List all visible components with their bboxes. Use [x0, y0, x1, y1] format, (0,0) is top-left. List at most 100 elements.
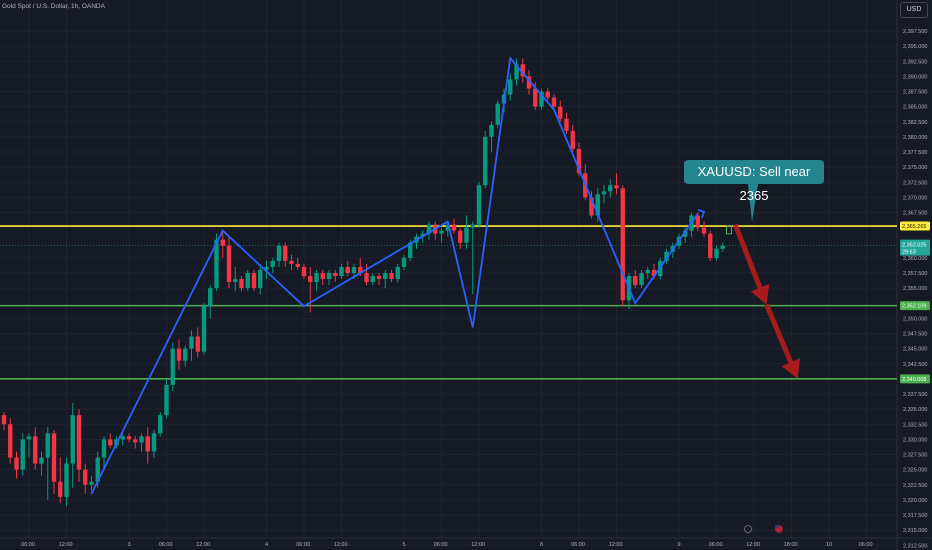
y-tick-label: 2,380.000 [903, 135, 927, 141]
candle-body [645, 269, 650, 273]
candle-body [695, 215, 700, 228]
level-tag-label: 2,365.265 [902, 224, 926, 230]
candle-body [289, 260, 294, 264]
x-tick-label: 12:00 [609, 542, 623, 548]
candle-body [64, 463, 69, 497]
y-tick-label: 2,372.500 [903, 180, 927, 186]
candle-body [120, 436, 125, 440]
candle-body [589, 197, 594, 216]
candle-body [533, 88, 538, 107]
candle-body [14, 457, 19, 470]
x-tick-label: 12:00 [59, 542, 73, 548]
x-tick-label: 06:00 [571, 542, 585, 548]
y-tick-label: 2,345.000 [903, 347, 927, 353]
candle-body [183, 348, 188, 361]
x-tick-label: 06:00 [709, 542, 723, 548]
candle-body [545, 91, 550, 98]
candle-body [358, 266, 363, 273]
y-tick-label: 2,385.000 [903, 105, 927, 111]
candle-body [8, 424, 13, 458]
candle-body [383, 273, 388, 280]
candle-body [364, 273, 369, 283]
candle-body [126, 436, 132, 440]
candle-body [270, 260, 275, 267]
candle-body [70, 415, 75, 464]
currency-button[interactable]: USD [900, 2, 928, 18]
candle-body [158, 415, 163, 434]
candle-body [614, 185, 619, 189]
candle-body [233, 279, 238, 283]
candle-body [608, 185, 613, 192]
candle-body [570, 130, 575, 149]
x-tick-label: 06:00 [296, 542, 310, 548]
candle-body [83, 469, 88, 485]
candle-body [445, 224, 450, 231]
candle-body [151, 433, 157, 452]
y-tick-label: 2,332.500 [903, 422, 927, 428]
y-tick-label: 2,317.500 [903, 513, 927, 519]
y-tick-label: 2,327.500 [903, 453, 927, 459]
candle-body [389, 273, 394, 280]
current-price-countdown: 29:53 [902, 250, 916, 256]
candle-body [451, 224, 457, 231]
callout-pointer [748, 184, 758, 222]
candle-body [189, 336, 194, 349]
x-tick-label: 4 [265, 542, 268, 548]
y-tick-label: 2,312.500 [903, 543, 927, 549]
x-tick-label: 06:00 [21, 542, 35, 548]
candle-body [539, 91, 544, 107]
candle-body [214, 239, 219, 289]
y-tick-label: 2,355.000 [903, 286, 927, 292]
y-tick-label: 2,387.500 [903, 90, 927, 96]
candle-body [408, 242, 413, 258]
x-tick-label: 8 [540, 542, 543, 548]
current-price-tag [900, 239, 930, 256]
candle-body [395, 266, 400, 280]
y-tick-label: 2,335.000 [903, 407, 927, 413]
candle-body [708, 233, 713, 258]
y-tick-label: 2,337.500 [903, 392, 927, 398]
symbol-title: Gold Spot / U.S. Dollar, 1h, OANDA [2, 3, 105, 10]
candle-body [101, 439, 107, 458]
candle-body [26, 436, 32, 440]
level-tag [900, 374, 930, 384]
y-tick-label: 2,360.000 [903, 256, 927, 262]
candle-body [333, 273, 338, 277]
candle-body [33, 436, 38, 464]
x-tick-label: 12:00 [196, 542, 210, 548]
y-tick-label: 2,382.500 [903, 120, 927, 126]
x-tick-label: 12:00 [471, 542, 485, 548]
candle-body [76, 415, 82, 470]
candle-body [51, 433, 57, 482]
candle-body [551, 97, 557, 107]
candle-body [345, 266, 350, 273]
level-tag [900, 221, 930, 231]
candle-body [170, 348, 175, 385]
candle-body [470, 224, 475, 228]
candle-body [701, 227, 707, 234]
candle-body [483, 136, 488, 186]
candle-body [576, 148, 582, 174]
candle-body [314, 273, 319, 283]
y-tick-label: 2,330.000 [903, 437, 927, 443]
candle-body [714, 248, 719, 258]
x-tick-label: 06:00 [859, 542, 873, 548]
candle-body [139, 436, 144, 443]
candle-body [45, 433, 50, 458]
x-tick-label: 3 [127, 542, 130, 548]
candle-body [164, 384, 169, 416]
y-tick-label: 2,325.000 [903, 468, 927, 474]
x-tick-label: 06:00 [159, 542, 173, 548]
level-tag-label: 2,340.008 [902, 377, 926, 383]
candle-body [426, 224, 432, 234]
y-tick-label: 2,390.000 [903, 74, 927, 80]
candle-body [251, 273, 257, 289]
candle-body [283, 245, 288, 261]
y-tick-label: 2,377.500 [903, 150, 927, 156]
candle-body [226, 245, 232, 283]
candle-body [133, 439, 138, 443]
x-tick-label: 18:00 [784, 542, 798, 548]
candle-body [308, 276, 313, 283]
